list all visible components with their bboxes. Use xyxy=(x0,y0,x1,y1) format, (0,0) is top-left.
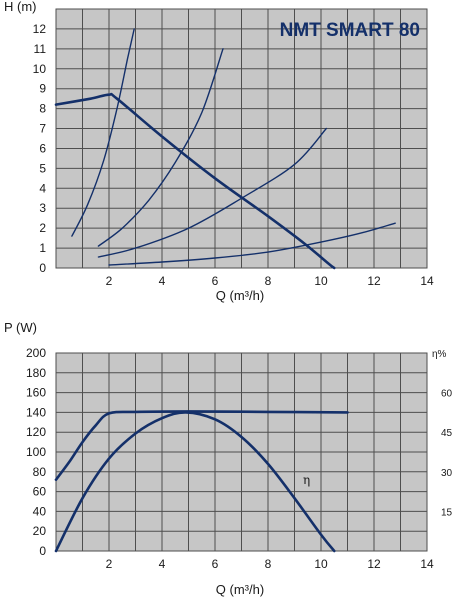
system-curve-line xyxy=(97,127,327,258)
head-y-axis-title: H (m) xyxy=(4,0,37,14)
y-tick-label: 5 xyxy=(39,161,46,175)
power-chart: 0 20 40 60 80 100 120 140 160 180 200 15 30 45 60 2 4 6… xyxy=(4,320,453,597)
x-tick-label: 2 xyxy=(106,274,113,288)
y-tick-label: 6 xyxy=(39,141,46,155)
x-tick-label: 2 xyxy=(106,557,113,571)
head-x-ticks: 2 4 6 8 10 12 14 xyxy=(106,274,434,288)
y-tick-label: 0 xyxy=(39,544,46,558)
y-tick-label: 160 xyxy=(26,386,46,400)
head-plot-frame xyxy=(55,8,428,269)
y-tick-label: 2 xyxy=(39,221,46,235)
y-tick-label: 11 xyxy=(34,42,47,56)
power-y-ticks: 0 20 40 60 80 100 120 140 160 180 200 xyxy=(26,346,46,558)
y-tick-label: 100 xyxy=(26,445,46,459)
y-tick-label: 120 xyxy=(26,425,46,439)
y-tick-label: 3 xyxy=(39,201,46,215)
x-tick-label: 8 xyxy=(265,557,272,571)
power-y-axis-title: P (W) xyxy=(4,320,37,335)
head-x-axis-title: Q (m³/h) xyxy=(216,288,264,303)
x-tick-label: 4 xyxy=(159,557,166,571)
system-curve-line xyxy=(108,222,396,266)
y-tick-label: 12 xyxy=(33,22,47,36)
y-tick-label: 180 xyxy=(26,366,46,380)
efficiency-line xyxy=(54,411,336,553)
y-tick-label: 7 xyxy=(39,122,46,136)
y-tick-label: 80 xyxy=(33,465,47,479)
x-tick-label: 6 xyxy=(212,274,219,288)
y-tick-label: 1 xyxy=(39,241,46,255)
x-tick-label: 14 xyxy=(420,557,434,571)
y2-tick-label: 15 xyxy=(441,507,453,518)
x-tick-label: 6 xyxy=(212,557,219,571)
x-tick-label: 10 xyxy=(314,557,328,571)
power-x-ticks: 2 4 6 8 10 12 14 xyxy=(106,557,434,571)
efficiency-y-axis-title: η% xyxy=(432,349,447,360)
efficiency-y-ticks: 15 30 45 60 xyxy=(441,389,453,519)
y-tick-label: 0 xyxy=(39,261,46,275)
x-tick-label: 12 xyxy=(367,274,381,288)
x-tick-label: 14 xyxy=(420,274,434,288)
y-tick-label: 140 xyxy=(26,405,46,419)
y-tick-label: 9 xyxy=(39,82,46,96)
power-grid xyxy=(56,353,427,551)
x-tick-label: 8 xyxy=(265,274,272,288)
y2-tick-label: 30 xyxy=(441,468,453,479)
head-chart-title: NMT SMART 80 xyxy=(280,20,420,41)
power-line xyxy=(54,410,349,481)
y-tick-label: 8 xyxy=(39,102,46,116)
power-curves xyxy=(54,410,349,553)
y-tick-label: 60 xyxy=(33,485,47,499)
power-x-axis-title: Q (m³/h) xyxy=(216,582,264,597)
power-plot-frame xyxy=(55,352,428,552)
x-tick-label: 10 xyxy=(314,274,328,288)
efficiency-curve-label: η xyxy=(303,473,310,487)
head-curves xyxy=(54,28,396,270)
y2-tick-label: 45 xyxy=(441,428,453,439)
y2-tick-label: 60 xyxy=(441,389,453,400)
y-tick-label: 10 xyxy=(33,62,47,76)
x-tick-label: 12 xyxy=(367,557,381,571)
system-curve-line xyxy=(71,28,135,237)
y-tick-label: 20 xyxy=(33,524,47,538)
y-tick-label: 4 xyxy=(39,181,46,195)
y-tick-label: 40 xyxy=(33,504,47,518)
y-tick-label: 200 xyxy=(26,346,46,360)
system-curve-line xyxy=(97,48,224,247)
x-tick-label: 4 xyxy=(159,274,166,288)
head-grid xyxy=(56,9,427,268)
max-curve-line xyxy=(54,92,336,270)
